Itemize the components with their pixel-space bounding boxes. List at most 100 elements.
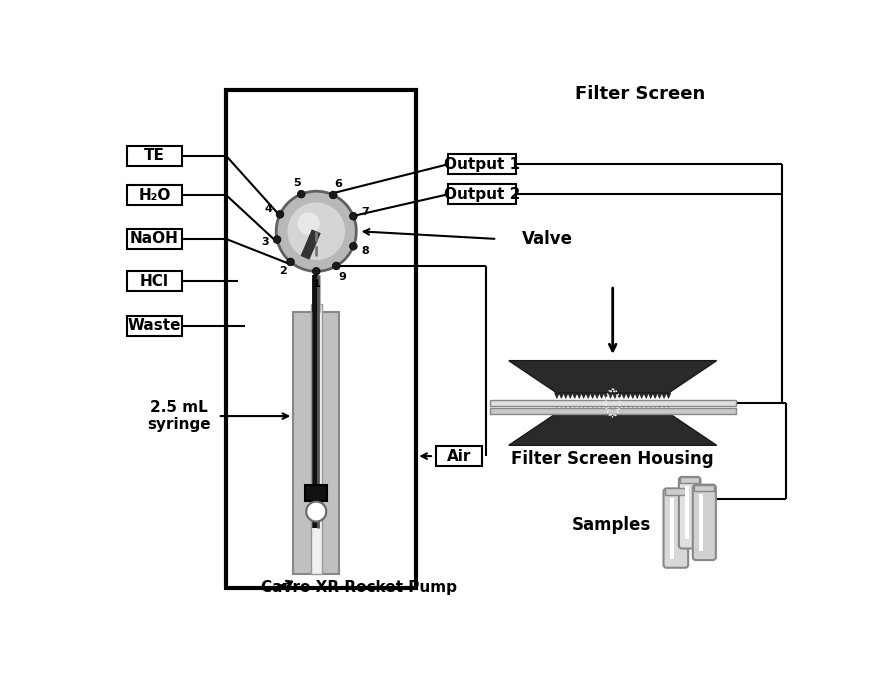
Text: 6: 6 [334, 179, 342, 189]
Polygon shape [604, 393, 608, 398]
FancyBboxPatch shape [679, 477, 700, 548]
Text: Valve: Valve [522, 230, 573, 248]
Text: NaOH: NaOH [130, 231, 179, 247]
Polygon shape [640, 393, 644, 398]
Polygon shape [612, 408, 617, 413]
Circle shape [329, 191, 337, 199]
Circle shape [610, 414, 612, 416]
Polygon shape [626, 408, 631, 413]
Circle shape [349, 212, 357, 220]
Polygon shape [626, 393, 631, 398]
Bar [127, 229, 182, 249]
FancyBboxPatch shape [693, 485, 716, 560]
Bar [489, 400, 736, 406]
Bar [699, 494, 703, 551]
Polygon shape [617, 408, 621, 413]
Polygon shape [612, 393, 617, 398]
Text: HCl: HCl [140, 274, 169, 289]
Polygon shape [554, 408, 559, 413]
Polygon shape [662, 393, 666, 398]
Bar [448, 185, 516, 204]
Polygon shape [644, 408, 649, 413]
Circle shape [607, 395, 610, 397]
Circle shape [613, 390, 615, 392]
Text: 9: 9 [339, 272, 347, 282]
Circle shape [617, 402, 620, 404]
Polygon shape [509, 360, 716, 393]
Polygon shape [657, 393, 662, 398]
Polygon shape [666, 408, 671, 413]
Circle shape [273, 236, 281, 243]
Bar [293, 312, 340, 574]
Polygon shape [657, 408, 662, 413]
Text: 2: 2 [279, 266, 287, 276]
Bar [670, 498, 673, 558]
Text: Filter Screen Housing: Filter Screen Housing [511, 450, 714, 468]
Polygon shape [582, 408, 586, 413]
Polygon shape [608, 393, 612, 398]
FancyBboxPatch shape [664, 489, 688, 568]
Polygon shape [563, 393, 568, 398]
Bar [305, 485, 327, 501]
Text: 5: 5 [293, 178, 300, 188]
Polygon shape [572, 408, 577, 413]
Polygon shape [509, 413, 716, 445]
Polygon shape [590, 408, 595, 413]
Polygon shape [554, 393, 559, 398]
Polygon shape [572, 393, 577, 398]
Bar [685, 486, 689, 539]
Text: TE: TE [144, 148, 165, 164]
Polygon shape [635, 393, 640, 398]
Polygon shape [604, 408, 608, 413]
Text: Cavro XR Rocket Pump: Cavro XR Rocket Pump [260, 580, 457, 596]
Polygon shape [662, 408, 666, 413]
Text: Waste: Waste [128, 318, 181, 333]
Polygon shape [595, 408, 599, 413]
Text: Output 1: Output 1 [444, 157, 520, 172]
Text: Output 2: Output 2 [444, 187, 520, 202]
Bar [694, 485, 715, 491]
Polygon shape [563, 408, 568, 413]
Text: H₂O: H₂O [138, 187, 171, 203]
Polygon shape [582, 393, 586, 398]
Polygon shape [577, 408, 582, 413]
Circle shape [297, 212, 319, 235]
Polygon shape [586, 393, 590, 398]
Polygon shape [599, 408, 604, 413]
Polygon shape [644, 393, 649, 398]
Text: Filter Screen: Filter Screen [575, 85, 705, 103]
Polygon shape [653, 393, 657, 398]
Polygon shape [621, 408, 627, 413]
Circle shape [297, 191, 305, 198]
Text: Samples: Samples [571, 516, 651, 535]
Bar [448, 154, 516, 174]
Polygon shape [653, 408, 657, 413]
Polygon shape [635, 408, 640, 413]
Bar [311, 304, 322, 574]
Bar [127, 316, 182, 336]
Polygon shape [666, 393, 671, 398]
Circle shape [276, 191, 356, 271]
Polygon shape [649, 408, 653, 413]
Polygon shape [608, 408, 612, 413]
Polygon shape [630, 408, 635, 413]
Polygon shape [599, 393, 604, 398]
Polygon shape [568, 408, 573, 413]
Circle shape [616, 395, 619, 397]
Circle shape [349, 243, 357, 250]
Bar [226, 91, 416, 587]
Bar [127, 146, 182, 166]
Circle shape [606, 402, 608, 404]
Polygon shape [590, 393, 595, 398]
Polygon shape [595, 393, 599, 398]
Circle shape [306, 502, 326, 522]
Text: Air: Air [446, 449, 471, 464]
Bar [680, 477, 699, 483]
Polygon shape [640, 408, 644, 413]
Circle shape [607, 409, 610, 412]
Circle shape [288, 202, 345, 260]
Polygon shape [630, 393, 635, 398]
Text: 4: 4 [265, 204, 273, 214]
Polygon shape [559, 408, 564, 413]
Circle shape [613, 414, 615, 416]
